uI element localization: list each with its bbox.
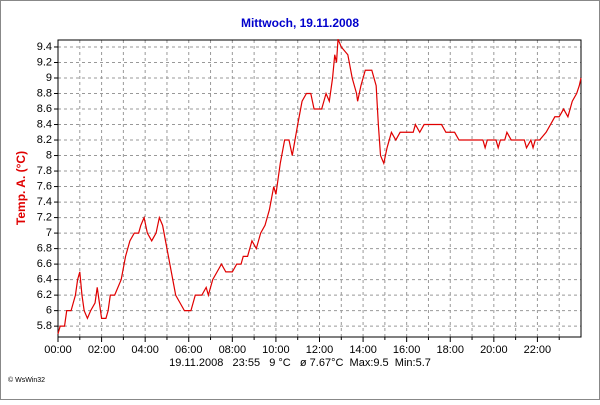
y-tick-label: 8.6 [37, 103, 52, 115]
x-tick-label: 16:00 [393, 344, 421, 356]
x-tick-label: 02:00 [88, 344, 116, 356]
y-tick-label: 6 [46, 305, 52, 317]
y-tick-label: 7.4 [37, 196, 52, 208]
temperature-line [57, 38, 582, 335]
credit: © WsWin32 [8, 376, 45, 384]
y-tick-label: 7.6 [37, 180, 52, 192]
x-tick-label: 22:00 [524, 344, 552, 356]
y-tick-label: 7 [46, 227, 52, 239]
chart-title: Mittwoch, 19.11.2008 [241, 16, 359, 30]
x-tick-label: 12:00 [306, 344, 334, 356]
y-tick-label: 9.4 [37, 41, 52, 53]
x-tick-label: 06:00 [175, 344, 203, 356]
x-tick-label: 20:00 [480, 344, 508, 356]
y-tick-label: 5.8 [37, 320, 52, 332]
x-tick-label: 00:00 [44, 344, 72, 356]
x-tick-label: 10:00 [262, 344, 290, 356]
plot-border [57, 39, 582, 338]
y-axis-label: Temp. A. (°C) [14, 151, 28, 225]
y-tick-label: 8.2 [37, 134, 52, 146]
y-tick-label: 8 [46, 149, 52, 161]
footer: 19.11.2008 23:55 9 °C ø 7.67°C Max:9.5 M… [169, 357, 431, 369]
x-tick-label: 04:00 [131, 344, 159, 356]
x-tick-label: 14:00 [349, 344, 377, 356]
y-tick-label: 9 [46, 72, 52, 84]
y-tick-label: 6.2 [37, 289, 52, 301]
y-tick-label: 8.4 [37, 118, 52, 130]
y-tick-label: 6.6 [37, 258, 52, 270]
y-tick-label: 9.2 [37, 56, 52, 68]
y-tick-label: 7.8 [37, 165, 52, 177]
x-tick-label: 08:00 [219, 344, 247, 356]
x-tick-label: 18:00 [436, 344, 464, 356]
y-tick-label: 8.8 [37, 87, 52, 99]
y-tick-label: 7.2 [37, 211, 52, 223]
y-tick-label: 6.8 [37, 243, 52, 255]
y-tick-label: 6.4 [37, 274, 52, 286]
